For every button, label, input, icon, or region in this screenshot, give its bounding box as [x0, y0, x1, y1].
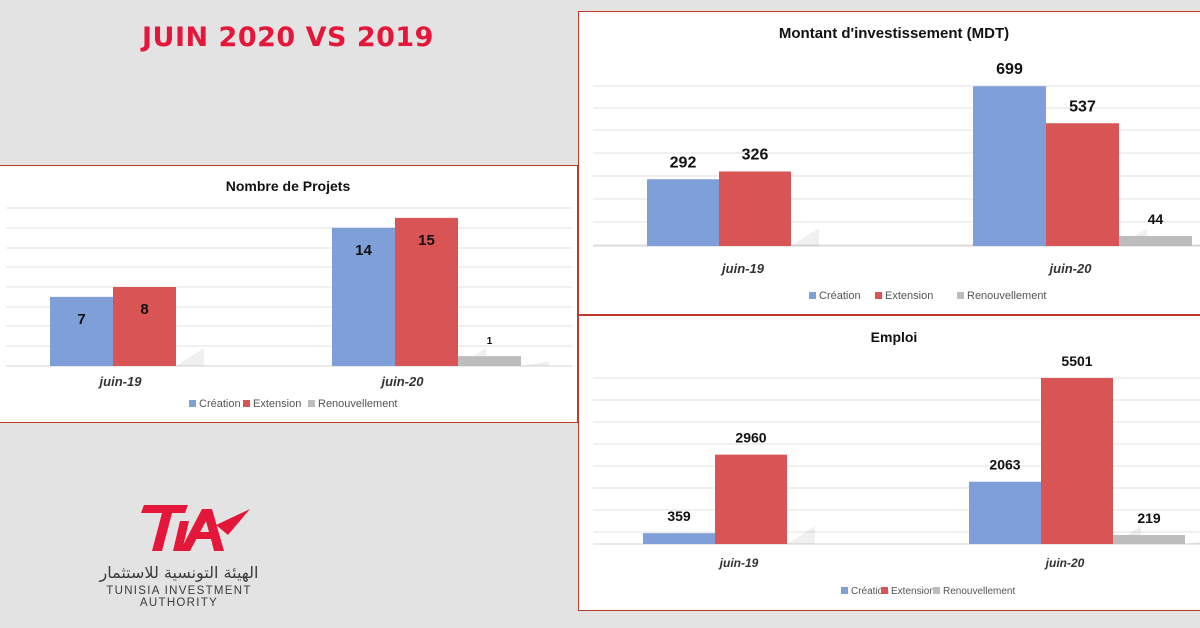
data-label: 219 [1137, 510, 1161, 526]
category-label: juin-19 [718, 556, 759, 570]
chart-title: Montant d'investissement (MDT) [779, 25, 1009, 42]
legend-swatch-renouvellement [933, 587, 940, 594]
data-label: 15 [418, 232, 435, 249]
legend-swatch-renouvellement [308, 400, 315, 407]
data-label: 7 [77, 311, 85, 328]
data-label: 1 [487, 336, 493, 347]
chart-panel-montant-investissement: Montant d'investissement (MDT) 292 326 juin… [578, 11, 1200, 315]
legend-swatch-creation [841, 587, 848, 594]
bar-shadow [1192, 244, 1200, 246]
data-label: 14 [355, 242, 372, 259]
bar-extension-juin-20 [1041, 377, 1113, 544]
tia-logo: الهيئة التونسية للاستثمار TUNISIA INVEST… [68, 495, 298, 609]
legend-label-renouvellement: Renouvellement [943, 586, 1015, 597]
legend-label-renouvellement: Renouvellement [967, 290, 1047, 302]
data-label: 5501 [1061, 353, 1092, 369]
chart-panel-nombre-de-projets: Nombre de Projets 7 8 juin-19 14 15 1 juin-20 Cr… [0, 165, 578, 423]
bar-renouvellement-juin-20 [1113, 535, 1185, 544]
data-label: 359 [667, 508, 691, 524]
chart-panel-emploi: Emploi 359 2960 juin-19 2063 5501 219 juin-20 Cr… [578, 315, 1200, 611]
data-label: 8 [140, 301, 148, 318]
bar-shadow [1185, 541, 1200, 544]
page-headline: JUIN 2020 VS 2019 [142, 22, 434, 53]
category-label: juin-19 [98, 374, 143, 389]
bar-creation-juin-19 [50, 296, 113, 366]
chart-title: Nombre de Projets [226, 178, 351, 194]
legend-swatch-extension [243, 400, 250, 407]
legend-swatch-creation [189, 400, 196, 407]
legend-label-extension: Extension [891, 586, 935, 597]
bar-creation-juin-20 [969, 481, 1041, 544]
bar-creation-juin-20 [973, 86, 1046, 246]
legend-label-creation: Création [199, 398, 241, 410]
bar-extension-juin-19 [113, 287, 176, 366]
data-label: 326 [742, 146, 769, 163]
bar-creation-juin-19 [643, 533, 715, 544]
chart-montant-investissement: Montant d'investissement (MDT) 292 326 juin… [593, 25, 1200, 302]
chart-nombre-de-projets: Nombre de Projets 7 8 juin-19 14 15 1 juin-20 Cr… [6, 178, 572, 410]
logo-arabic-name: الهيئة التونسية للاستثمار [99, 563, 259, 582]
legend-swatch-creation [809, 292, 816, 299]
legend-swatch-extension [881, 587, 888, 594]
bar-creation-juin-19 [647, 179, 719, 246]
category-label: juin-20 [1048, 261, 1093, 276]
bar-shadow [521, 361, 549, 366]
logo-english-name: TUNISIA INVESTMENT AUTHORITY [106, 585, 252, 609]
chart-emploi: Emploi 359 2960 juin-19 2063 5501 219 juin-20 Cr… [593, 329, 1200, 597]
legend-swatch-extension [875, 292, 882, 299]
legend-label-renouvellement: Renouvellement [318, 398, 398, 410]
bar-renouvellement-juin-20 [458, 356, 521, 366]
category-label: juin-20 [1044, 556, 1085, 570]
bar-creation-juin-20 [332, 227, 395, 366]
chart-title: Emploi [871, 329, 918, 345]
data-label: 44 [1148, 211, 1164, 227]
legend-label-extension: Extension [253, 398, 301, 410]
bar-extension-juin-20 [1046, 123, 1119, 246]
category-label: juin-19 [720, 261, 765, 276]
legend-label-creation: Création [819, 290, 861, 302]
data-label: 292 [670, 154, 697, 171]
bar-extension-juin-19 [719, 171, 791, 246]
bar-shadow [791, 228, 819, 246]
bar-extension-juin-20 [395, 217, 458, 366]
legend-label-creation: Création [851, 586, 889, 597]
bar-renouvellement-juin-20 [1119, 235, 1192, 246]
data-label: 2063 [989, 457, 1020, 473]
legend-label-extension: Extension [885, 290, 933, 302]
data-label: 537 [1069, 98, 1096, 115]
legend-swatch-renouvellement [957, 292, 964, 299]
tia-logo-mark [141, 505, 250, 551]
category-label: juin-20 [380, 374, 425, 389]
bar-shadow [787, 526, 815, 544]
bar-shadow [176, 348, 204, 366]
bar-extension-juin-19 [715, 454, 787, 544]
data-label: 699 [996, 61, 1023, 78]
data-label: 2960 [735, 430, 766, 446]
